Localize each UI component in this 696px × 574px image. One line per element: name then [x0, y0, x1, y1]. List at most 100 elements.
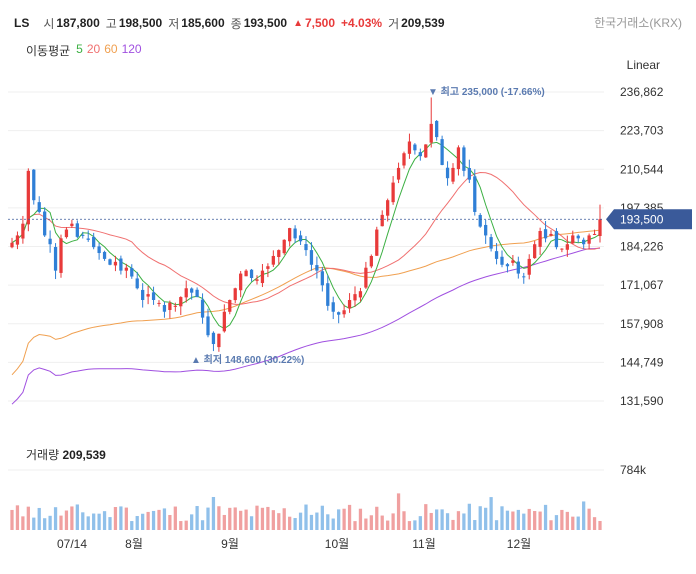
candle-body	[478, 214, 482, 227]
volume-bar	[364, 518, 368, 530]
candle-body	[184, 288, 188, 298]
volume-bar	[500, 506, 504, 530]
volume-bar	[168, 515, 172, 530]
volume-bar	[396, 493, 401, 530]
volume-bar	[571, 516, 575, 530]
volume-bar	[380, 515, 384, 530]
candle-body	[309, 250, 314, 265]
volume-bar	[75, 504, 79, 530]
candle-body	[102, 251, 107, 259]
change-value: 7,500	[305, 16, 336, 30]
candle-body	[113, 261, 118, 266]
volume-bar	[211, 496, 216, 530]
volume-bar	[489, 497, 493, 530]
candle-body	[86, 238, 90, 240]
ma60-line	[11, 229, 601, 376]
volume-bar	[467, 503, 471, 530]
candle-body	[108, 259, 112, 265]
volume-bar	[315, 512, 319, 530]
candle-body	[407, 141, 412, 154]
ma5-label[interactable]: 5	[76, 42, 83, 56]
x-tick-label: 10월	[325, 537, 349, 551]
high-value: 198,500	[118, 16, 163, 30]
candle-body	[560, 248, 564, 250]
candle-body	[587, 235, 591, 244]
volume-bar	[266, 506, 270, 530]
volume-bar	[141, 513, 145, 530]
y-tick-label: 210,544	[620, 162, 664, 176]
ma20-label[interactable]: 20	[86, 42, 101, 56]
candle-body	[571, 235, 575, 244]
candle-body	[75, 223, 79, 237]
candle-body	[211, 332, 216, 345]
volume-bar	[179, 521, 183, 530]
candle-body	[413, 144, 417, 151]
volume-bar	[554, 515, 559, 530]
candle-body	[456, 147, 461, 170]
volume-bar	[195, 506, 199, 530]
volume-bar	[293, 518, 297, 530]
volume-bar	[587, 508, 591, 530]
candle-body	[200, 299, 205, 318]
volume-bar	[70, 506, 74, 530]
volume-label: 거	[388, 16, 400, 31]
candle-body	[582, 239, 586, 245]
ma-legend-title: 이동평균	[26, 44, 71, 58]
candle-body	[445, 167, 450, 179]
ma5-line	[11, 141, 601, 330]
volume-bar	[151, 510, 156, 530]
volume-bar	[429, 512, 433, 530]
candle-body	[543, 229, 548, 239]
volume-bar	[102, 511, 107, 530]
volume-bar	[347, 504, 352, 530]
volume-bar	[206, 507, 210, 530]
volume-bar	[473, 520, 477, 530]
candle-body	[473, 176, 477, 212]
candle-body	[15, 235, 20, 245]
candle-body	[37, 202, 41, 212]
candle-body	[288, 228, 292, 242]
candle-body	[494, 251, 499, 259]
volume-bar	[260, 507, 265, 530]
ma-legend[interactable]: 이동평균 5 20 60 120	[26, 42, 142, 59]
volume-bar	[277, 513, 281, 530]
candle-body	[337, 312, 341, 315]
current-price-label: 193,500	[620, 212, 664, 226]
volume-bar	[337, 509, 341, 530]
volume-bar	[424, 504, 428, 530]
volume-bar	[445, 513, 450, 530]
ma120-label[interactable]: 120	[121, 42, 142, 56]
candle-body	[119, 258, 123, 271]
candle-body	[217, 333, 221, 348]
candle-body	[282, 239, 286, 254]
volume-bar	[407, 521, 412, 530]
volume-bar	[233, 507, 237, 530]
volume-bar	[157, 509, 161, 530]
scale-mode-button[interactable]: Linear	[626, 58, 660, 72]
volume-bar	[48, 515, 52, 530]
candle-body	[500, 256, 504, 265]
volume-bar	[391, 513, 395, 530]
candle-body	[135, 278, 139, 289]
candle-body	[21, 223, 25, 239]
change-percent: +4.03%	[341, 16, 383, 30]
candle-body	[222, 311, 226, 332]
candle-body	[315, 265, 319, 271]
ma60-label[interactable]: 60	[104, 42, 118, 56]
volume-bar	[375, 506, 379, 530]
y-tick-label: 131,590	[620, 394, 664, 408]
candle-body	[380, 214, 384, 227]
candle-body	[32, 169, 36, 201]
volume-bar	[184, 520, 188, 530]
candle-body	[260, 270, 265, 284]
volume-bar	[190, 514, 194, 530]
candle-body	[489, 237, 493, 249]
high-annotation: ▼ 최고 235,000 (-17.66%)	[428, 85, 545, 98]
y-tick-label: 223,703	[620, 124, 664, 138]
candle-body	[157, 302, 161, 304]
volume-bar	[358, 508, 363, 530]
volume-bar	[549, 520, 553, 530]
candle-body	[64, 229, 69, 238]
candle-body	[516, 261, 520, 274]
